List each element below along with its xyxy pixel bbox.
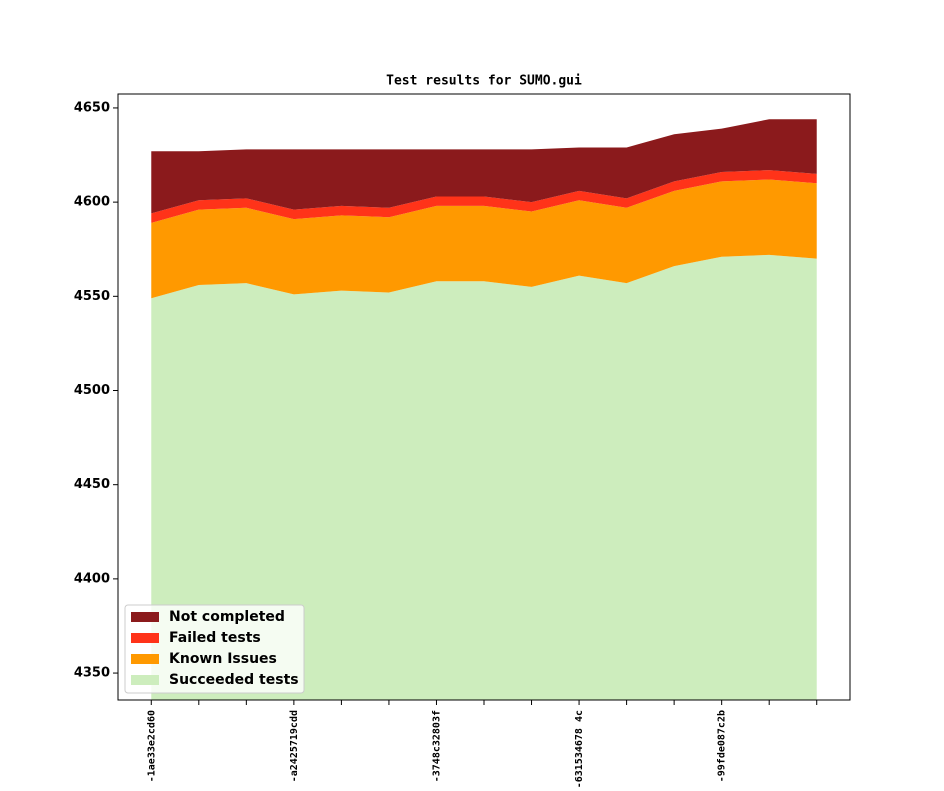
y-tick-label: 4350 [74, 666, 110, 681]
area [151, 179, 817, 299]
y-tick-label: 4650 [74, 100, 110, 115]
y-tick-label: 4600 [74, 195, 110, 210]
legend-label: Succeeded tests [169, 672, 299, 688]
x-tick-label: -1ae33e2cd60 [146, 710, 157, 782]
x-tick-label: -a2425719cdd [289, 710, 300, 782]
x-tick-label: -3748c32803f [431, 710, 442, 782]
y-tick-label: 4450 [74, 477, 110, 492]
legend-label: Known Issues [169, 651, 277, 667]
y-tick-label: 4500 [74, 383, 110, 398]
chart-title: Test results for SUMO.gui [386, 74, 582, 89]
area [151, 170, 817, 223]
legend-swatch [131, 654, 159, 664]
y-tick-label: 4400 [74, 571, 110, 586]
legend-swatch [131, 612, 159, 622]
y-tick-label: 4550 [74, 289, 110, 304]
legend: Not completed Failed tests Known Issues Suc… [124, 604, 305, 694]
area [151, 254, 817, 700]
legend-label: Not completed [169, 609, 285, 625]
x-tick-label: -99fde087c2b [717, 710, 728, 782]
plot-area [151, 119, 817, 700]
legend-label: Failed tests [169, 630, 261, 646]
x-tick-label: -631534678 4c [574, 710, 585, 787]
legend-box [124, 604, 305, 694]
area [151, 119, 817, 214]
legend-swatch [131, 633, 159, 643]
legend-swatch [131, 675, 159, 685]
